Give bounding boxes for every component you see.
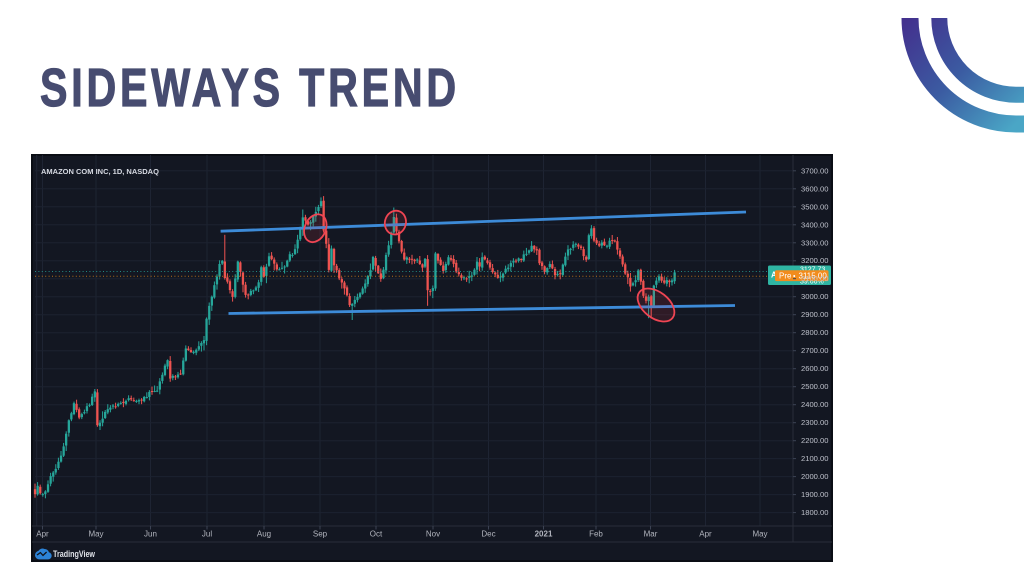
svg-text:Feb: Feb <box>589 530 603 539</box>
svg-text:1900.00: 1900.00 <box>801 490 828 499</box>
svg-text:1800.00: 1800.00 <box>801 508 828 517</box>
svg-text:2800.00: 2800.00 <box>801 328 828 337</box>
svg-text:Aug: Aug <box>257 530 271 539</box>
svg-text:3400.00: 3400.00 <box>801 220 828 229</box>
svg-text:2900.00: 2900.00 <box>801 310 828 319</box>
svg-text:Oct: Oct <box>370 530 383 539</box>
svg-text:3100.00: 3100.00 <box>801 274 828 283</box>
svg-text:Nov: Nov <box>426 530 440 539</box>
svg-text:2021: 2021 <box>535 530 553 539</box>
svg-text:3700.00: 3700.00 <box>801 166 828 175</box>
svg-text:Dec: Dec <box>481 530 495 539</box>
svg-text:3600.00: 3600.00 <box>801 184 828 193</box>
svg-text:3200.00: 3200.00 <box>801 256 828 265</box>
svg-text:2600.00: 2600.00 <box>801 364 828 373</box>
svg-text:2000.00: 2000.00 <box>801 472 828 481</box>
svg-text:May: May <box>752 530 767 539</box>
svg-text:3127.73: 3127.73 <box>800 267 825 274</box>
svg-text:3115.00: 3115.00 <box>799 272 828 281</box>
svg-text:Jun: Jun <box>144 530 157 539</box>
svg-text:Pre: Pre <box>779 272 792 281</box>
svg-text:3000.00: 3000.00 <box>801 292 828 301</box>
svg-text:2200.00: 2200.00 <box>801 436 828 445</box>
svg-text:A: A <box>771 271 777 280</box>
svg-text:2700.00: 2700.00 <box>801 346 828 355</box>
svg-text:Jul: Jul <box>202 530 212 539</box>
svg-text:2100.00: 2100.00 <box>801 454 828 463</box>
svg-text:Apr: Apr <box>36 530 49 539</box>
svg-text:2300.00: 2300.00 <box>801 418 828 427</box>
svg-text:Mar: Mar <box>644 530 658 539</box>
svg-text:AMAZON COM INC, 1D, NASDAQ: AMAZON COM INC, 1D, NASDAQ <box>41 167 159 176</box>
svg-text:Sep: Sep <box>313 530 328 539</box>
svg-text:2500.00: 2500.00 <box>801 382 828 391</box>
svg-text:May: May <box>88 530 103 539</box>
svg-text:Apr: Apr <box>699 530 712 539</box>
svg-text:3500.00: 3500.00 <box>801 202 828 211</box>
svg-text:TradingView: TradingView <box>53 549 95 560</box>
svg-text:•: • <box>793 273 796 280</box>
svg-text:3300.00: 3300.00 <box>801 238 828 247</box>
svg-text:39.66%: 39.66% <box>800 279 824 286</box>
svg-text:2400.00: 2400.00 <box>801 400 828 409</box>
